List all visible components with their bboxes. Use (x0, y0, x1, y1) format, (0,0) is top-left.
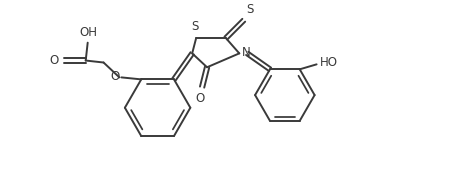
Text: O: O (110, 70, 119, 83)
Text: OH: OH (80, 26, 98, 39)
Text: N: N (242, 46, 251, 59)
Text: S: S (192, 20, 199, 33)
Text: O: O (50, 54, 59, 67)
Text: S: S (247, 3, 254, 16)
Text: O: O (195, 92, 205, 105)
Text: HO: HO (319, 56, 338, 69)
